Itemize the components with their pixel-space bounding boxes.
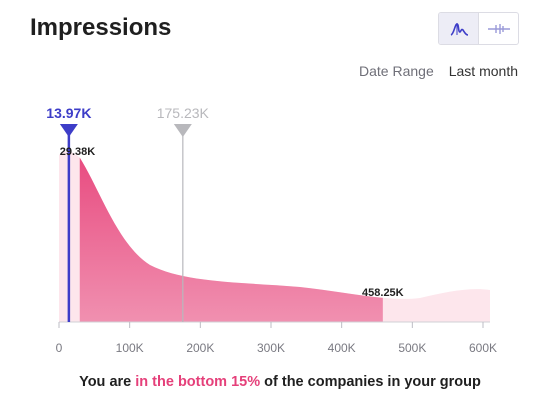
- date-range-row: Date Range Last month: [359, 63, 518, 79]
- summary-suffix: of the companies in your group: [260, 374, 481, 390]
- range-view-button[interactable]: [479, 13, 518, 44]
- page-title: Impressions: [30, 14, 172, 41]
- range-bar-icon: [487, 23, 510, 34]
- range-end-label: 458.25K: [362, 287, 404, 299]
- chart-view-toggle: [438, 12, 519, 45]
- summary-highlight: in the bottom 15%: [135, 374, 261, 390]
- highlighted-range-area: [79, 157, 383, 322]
- date-range-label: Date Range: [359, 63, 434, 79]
- curve-view-button[interactable]: [439, 13, 479, 44]
- distribution-curve-icon: [450, 22, 468, 36]
- percentile-summary: You are in the bottom 15% of the compani…: [0, 374, 560, 390]
- x-tick-label: 600K: [469, 341, 497, 355]
- x-tick-label: 400K: [328, 341, 356, 355]
- x-tick-label: 500K: [398, 341, 426, 355]
- x-tick-label: 300K: [257, 341, 285, 355]
- date-range-select[interactable]: Last month: [448, 63, 518, 79]
- average-value-label: 175.23K: [157, 105, 210, 121]
- average-value-marker-icon: [173, 124, 192, 137]
- distribution-chart: 0 100K 200K 300K 400K 500K 600K 13.97K 175.23K 29…: [46, 105, 497, 355]
- x-tick-label: 100K: [116, 341, 144, 355]
- summary-prefix: You are: [79, 374, 136, 390]
- range-start-label: 29.38K: [60, 146, 96, 158]
- your-value-label: 13.97K: [46, 105, 91, 121]
- x-tick-label: 0: [56, 341, 63, 355]
- x-tick-label: 200K: [186, 341, 214, 355]
- your-value-marker-icon: [59, 124, 78, 137]
